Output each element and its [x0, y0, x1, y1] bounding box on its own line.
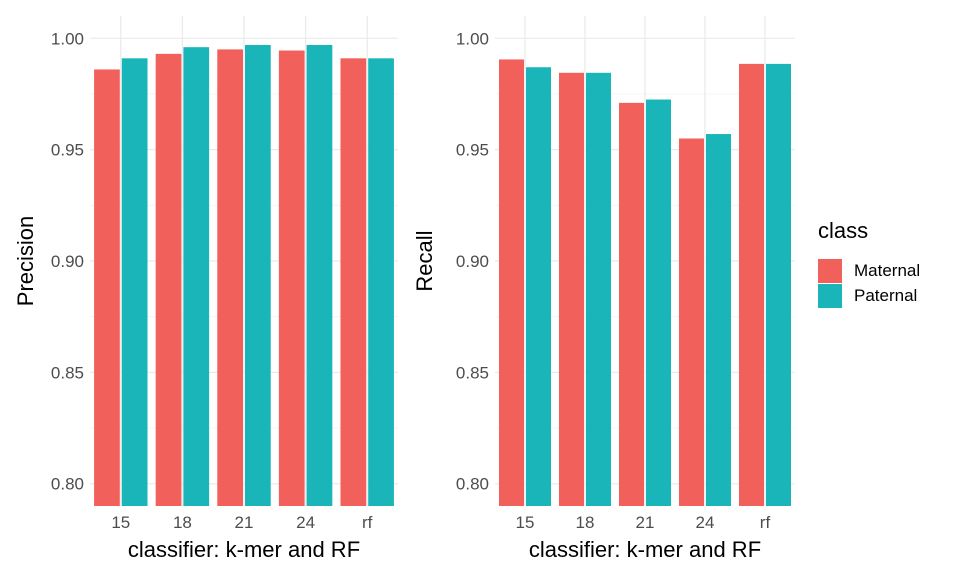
- y-tick-label: 1.00: [456, 29, 489, 48]
- x-tick-label: 24: [696, 513, 715, 532]
- legend-label-maternal: Maternal: [854, 260, 921, 280]
- y-tick-label: 0.95: [456, 141, 489, 160]
- y-tick-label: 1.00: [51, 29, 84, 48]
- x-tick-label: 18: [173, 513, 192, 532]
- x-tick-label: 15: [516, 513, 535, 532]
- bar-paternal-rf: [368, 58, 394, 507]
- bar-paternal-18: [183, 47, 210, 506]
- legend-key-paternal: [818, 283, 842, 308]
- x-tick-label: 21: [235, 513, 254, 532]
- x-tick-label: 21: [636, 513, 655, 532]
- y-tick-label: 0.85: [456, 363, 489, 382]
- bar-paternal-21: [245, 44, 271, 507]
- legend-key-maternal: [818, 258, 842, 283]
- bar-maternal-24: [679, 138, 704, 506]
- bar-maternal-rf: [340, 58, 367, 507]
- x-tick-label: 15: [111, 513, 130, 532]
- legend-item-maternal: Maternal: [818, 258, 920, 283]
- bar-paternal-24: [706, 134, 731, 506]
- legend-item-paternal: Paternal: [818, 283, 920, 308]
- x-tick-label: rf: [362, 513, 373, 532]
- bar-paternal-rf: [766, 63, 791, 507]
- chart-panel-recall: 0.80 0.85 0.90 0.95 1.00 15 18 21 24 rf classifier…: [412, 16, 795, 562]
- bar-maternal-21: [217, 49, 243, 507]
- x-axis-label: classifier: k-mer and RF: [128, 537, 360, 562]
- chart-panel-precision: 0.80 0.85 0.90 0.95 1.00 15 18 21 24 rfclassifier…: [13, 16, 398, 562]
- bar-paternal-18: [586, 72, 611, 506]
- bar-maternal-18: [155, 53, 182, 506]
- legend-label-paternal: Paternal: [854, 285, 918, 305]
- bar-maternal-rf: [739, 63, 764, 507]
- x-tick-label: 18: [576, 513, 595, 532]
- x-tick-label: 24: [296, 513, 315, 532]
- bar-maternal-15: [499, 59, 524, 506]
- x-axis-label: classifier: k-mer and RF: [529, 537, 761, 562]
- y-tick-label: 0.80: [456, 475, 489, 494]
- y-axis-label: Precision: [13, 216, 38, 306]
- y-tick-label: 0.80: [51, 475, 84, 494]
- y-axis-label: Recall: [412, 230, 437, 291]
- y-tick-label: 0.95: [51, 141, 84, 160]
- bar-paternal-24: [306, 44, 333, 507]
- y-tick-label: 0.85: [51, 363, 84, 382]
- bar-maternal-15: [94, 69, 120, 507]
- bar-paternal-21: [646, 99, 671, 506]
- x-tick-label: rf: [760, 513, 771, 532]
- y-tick-label: 0.90: [51, 252, 84, 271]
- bar-maternal-24: [278, 50, 305, 506]
- bar-paternal-15: [121, 58, 148, 507]
- bar-maternal-21: [619, 102, 644, 506]
- legend: class Maternal Paternal: [818, 218, 920, 308]
- y-tick-label: 0.90: [456, 252, 489, 271]
- bar-maternal-18: [559, 72, 584, 506]
- bar-paternal-15: [526, 67, 551, 507]
- legend-title: class: [818, 218, 869, 243]
